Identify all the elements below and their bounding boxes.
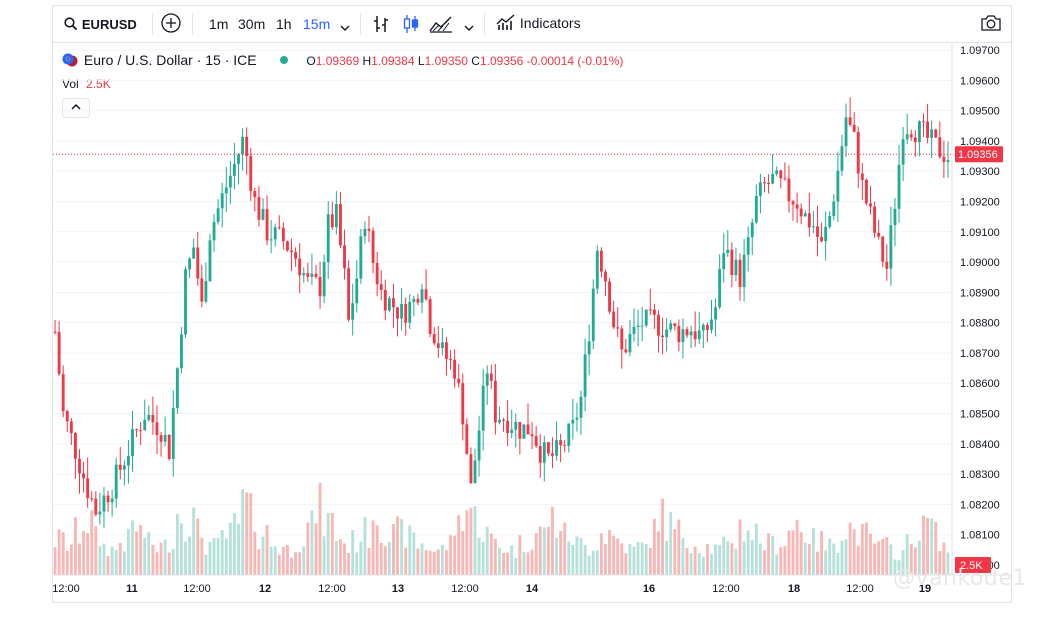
- chart-type-dropdown[interactable]: [464, 17, 474, 37]
- chevron-down-icon: [340, 25, 350, 31]
- area-style-button[interactable]: [429, 15, 453, 38]
- chevron-up-icon: [71, 103, 81, 110]
- interval-30m[interactable]: 30m: [238, 16, 266, 32]
- bar-style-button[interactable]: [372, 14, 390, 39]
- watermark: @vankode1: [893, 566, 1027, 591]
- indicators-icon: [496, 14, 515, 30]
- volume-value: 2.5K: [86, 77, 111, 91]
- market-status-dot-icon: [279, 56, 288, 64]
- chart-frame: [52, 5, 1012, 603]
- area-chart-icon: [429, 16, 452, 33]
- low-value: 1.09350: [424, 54, 468, 68]
- toolbar-divider: [484, 13, 485, 35]
- indicators-label: Indicators: [519, 15, 581, 31]
- high-label: H: [362, 54, 372, 68]
- toolbar-divider: [360, 13, 361, 35]
- symbol-search-button[interactable]: EURUSD: [64, 14, 137, 35]
- series-title: Euro / U.S. Dollar · 15 · ICE: [83, 52, 257, 68]
- open-label: O: [306, 54, 316, 68]
- volume-label: Vol: [62, 77, 79, 91]
- screenshot-button[interactable]: [980, 13, 1002, 38]
- search-icon: [64, 17, 78, 31]
- collapse-legend-button[interactable]: [62, 98, 90, 118]
- toolbar-divider: [152, 13, 153, 35]
- add-symbol-button[interactable]: [160, 12, 182, 39]
- bar-chart-icon: [374, 16, 388, 32]
- change-value: -0.00014 (-0.01%): [526, 54, 624, 68]
- interval-1h[interactable]: 1h: [276, 16, 292, 32]
- eu-us-flag-icon: [62, 53, 78, 67]
- chevron-down-icon: [464, 25, 474, 31]
- interval-dropdown[interactable]: [340, 17, 350, 37]
- close-label: C: [471, 54, 480, 68]
- close-value: 1.09356: [479, 54, 524, 68]
- low-label: L: [417, 54, 425, 68]
- toolbar-divider: [192, 13, 193, 35]
- interval-15m-active[interactable]: 15m: [303, 16, 331, 32]
- top-toolbar: EURUSD 1m 30m 1h 15m: [52, 5, 1012, 43]
- camera-icon: [981, 15, 1001, 31]
- candle-icon: [403, 15, 419, 33]
- open-value: 1.09369: [315, 54, 360, 68]
- indicators-button[interactable]: Indicators: [496, 13, 581, 33]
- candle-style-button[interactable]: [402, 14, 420, 39]
- volume-legend: Vol 2.5K: [62, 76, 111, 92]
- symbol-label: EURUSD: [81, 17, 137, 32]
- high-value: 1.09384: [371, 54, 415, 68]
- add-symbol-icon: [161, 13, 181, 33]
- interval-1m[interactable]: 1m: [209, 16, 229, 32]
- series-legend: Euro / U.S. Dollar · 15 · ICE O1.09369 H…: [62, 50, 623, 71]
